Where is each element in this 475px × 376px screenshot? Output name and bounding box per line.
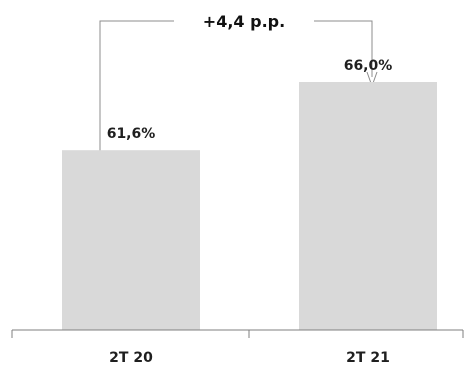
data-label-2t-21: 66,0% (344, 58, 393, 74)
data-label-2t-20: 61,6% (107, 126, 156, 142)
category-label-2t-21: 2T 21 (346, 350, 390, 366)
bar-2t-20 (62, 150, 200, 330)
x-axis: 2T 20 2T 21 (11, 329, 464, 366)
bracket-left-segment (99, 20, 174, 165)
category-label-2t-20: 2T 20 (109, 350, 153, 366)
change-annotation-label: +4,4 p.p. (203, 12, 285, 31)
bars-group: 61,6% 66,0% (62, 58, 437, 330)
bracket-right-segment (314, 20, 373, 77)
bar-2t-21 (299, 82, 437, 330)
